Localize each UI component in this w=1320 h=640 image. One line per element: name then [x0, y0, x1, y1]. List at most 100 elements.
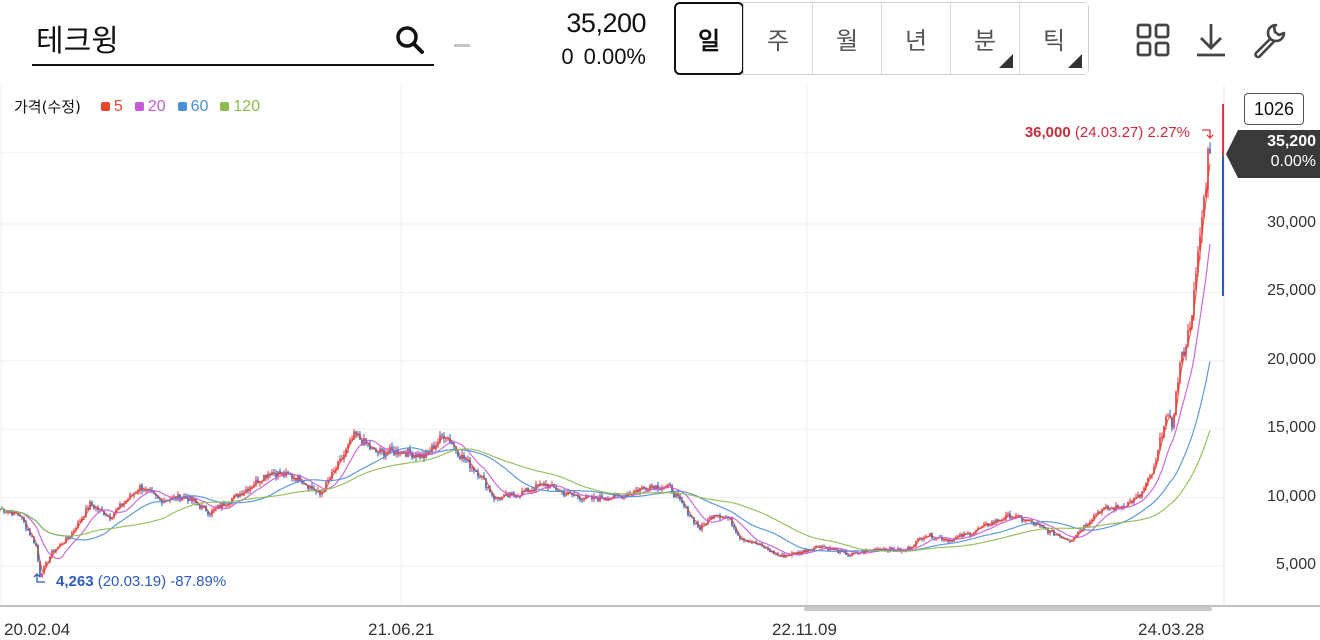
- price-change-percent: 0.00%: [583, 44, 646, 69]
- last-price-tag-shape: [1226, 130, 1320, 178]
- candle-body: [289, 473, 291, 476]
- candle-body: [159, 498, 161, 500]
- legend-item-ma20[interactable]: 20: [134, 98, 166, 116]
- candle-body: [649, 485, 651, 490]
- download-icon[interactable]: [1191, 20, 1231, 60]
- candle-body: [721, 517, 723, 519]
- candle-body: [65, 537, 67, 543]
- legend-item-ma60[interactable]: 60: [177, 98, 208, 116]
- candle-body: [313, 488, 315, 491]
- legend-item-ma5[interactable]: 5: [100, 98, 123, 116]
- legend-item-ma120[interactable]: 120: [220, 98, 260, 116]
- candle-body: [347, 444, 349, 450]
- candle-body: [203, 505, 205, 507]
- period-tab-1[interactable]: 주: [743, 3, 812, 74]
- candle-body: [1155, 460, 1157, 467]
- candle-count-box[interactable]: 1026: [1244, 93, 1304, 125]
- candle-body: [67, 537, 69, 539]
- candle-body: [565, 494, 567, 496]
- candle-body: [209, 514, 211, 516]
- candle-body: [919, 537, 921, 539]
- candle-body: [1005, 514, 1007, 519]
- candle-body: [371, 447, 373, 450]
- candle-body: [163, 500, 165, 504]
- candle-body: [653, 485, 655, 490]
- period-tab-2[interactable]: 월: [812, 3, 881, 74]
- candle-body: [1197, 251, 1199, 274]
- x-tick-label: 21.06.21: [368, 620, 435, 639]
- candle-body: [3, 508, 5, 513]
- candle-body: [1123, 506, 1125, 508]
- period-tab-4[interactable]: 분: [950, 3, 1019, 74]
- candle-body: [431, 445, 433, 452]
- candle-body: [349, 439, 351, 445]
- candle-body: [1033, 522, 1035, 526]
- legend-items: 5 20 60 120: [100, 98, 272, 116]
- candle-body: [765, 547, 767, 549]
- y-tick-label: 5,000: [1275, 556, 1316, 573]
- search-box: [32, 10, 434, 66]
- candle-body: [303, 483, 305, 485]
- candle-body: [659, 489, 661, 491]
- grid-layout-icon[interactable]: [1133, 20, 1173, 60]
- candle-body: [977, 527, 979, 531]
- candle-body: [803, 549, 805, 552]
- candle-body: [1061, 536, 1063, 539]
- candle-body: [625, 495, 627, 497]
- price-change: 0: [561, 44, 574, 69]
- candle-body: [337, 461, 339, 469]
- candle-body: [1183, 351, 1185, 356]
- ma-line-60: [0, 361, 1211, 552]
- candle-body: [411, 453, 413, 458]
- candle-body: [129, 494, 131, 500]
- candle-body: [993, 521, 995, 524]
- stock-search-input[interactable]: [36, 18, 376, 58]
- candle-body: [735, 527, 737, 533]
- legend-swatch: [220, 102, 230, 111]
- period-tab-5[interactable]: 틱: [1019, 3, 1088, 74]
- candle-body: [263, 475, 265, 482]
- candle-body: [325, 482, 327, 492]
- candle-body: [239, 493, 241, 498]
- chart-scrollbar: [804, 607, 1212, 611]
- search-icon[interactable]: [394, 24, 426, 56]
- candle-body: [581, 499, 583, 501]
- candle-body: [1047, 529, 1049, 534]
- candle-body: [925, 536, 927, 538]
- candle-body: [85, 508, 87, 517]
- candle-body: [1171, 417, 1173, 428]
- candle-body: [39, 560, 41, 578]
- legend-swatch: [177, 102, 187, 111]
- candle-body: [503, 494, 505, 497]
- candle-body: [1157, 450, 1159, 461]
- candle-body: [405, 453, 407, 457]
- candle-body: [475, 470, 477, 472]
- candle-body: [613, 493, 615, 499]
- candle-body: [499, 498, 501, 500]
- y-tick-label: 15,000: [1267, 419, 1316, 437]
- candle-body: [125, 500, 127, 504]
- candle-body: [1145, 482, 1147, 489]
- candle-body: [1067, 539, 1069, 541]
- period-tab-0[interactable]: 일: [674, 2, 744, 75]
- candle-body: [915, 540, 917, 546]
- candle-body: [675, 493, 677, 497]
- submenu-corner-icon: [999, 54, 1013, 68]
- candle-body: [567, 491, 569, 495]
- price-change-row: 0 0.00%: [500, 42, 646, 72]
- chart-canvas[interactable]: [0, 86, 1320, 640]
- candle-body: [293, 478, 295, 480]
- candle-body: [441, 435, 443, 437]
- price-chart[interactable]: 가격(수정) 5 20 60 120 1026 36,000 (24.03.27) 2…: [0, 86, 1320, 640]
- wrench-icon[interactable]: [1249, 20, 1289, 60]
- candle-body: [451, 443, 453, 445]
- candle-body: [943, 539, 945, 541]
- candle-body: [955, 536, 957, 539]
- candle-body: [749, 541, 751, 543]
- period-tab-label: 월: [835, 27, 859, 55]
- submenu-corner-icon: [1068, 54, 1082, 68]
- candle-body: [523, 491, 525, 493]
- candle-body: [1175, 391, 1177, 416]
- period-tab-3[interactable]: 년: [881, 3, 950, 74]
